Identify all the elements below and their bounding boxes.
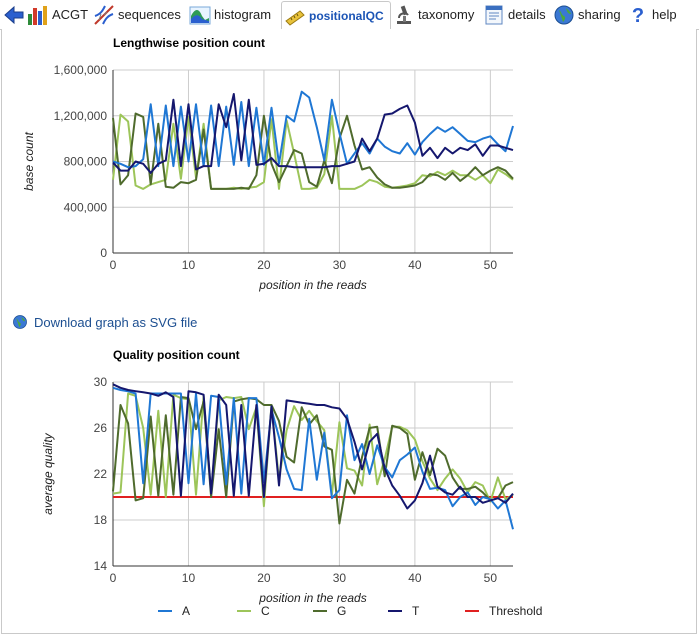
question-icon: ? <box>632 5 644 26</box>
legend-label-t: T <box>412 604 420 618</box>
series-line-t <box>112 383 514 510</box>
y-tick-label: 0 <box>100 246 107 260</box>
x-tick-label: 20 <box>257 571 271 585</box>
y-tick-label: 18 <box>94 513 108 527</box>
x-axis-label: position in the reads <box>258 278 366 292</box>
document-icon <box>485 5 503 24</box>
tab-label: sequences <box>118 7 181 22</box>
chart-title: Quality position count <box>113 348 240 362</box>
bar-chart-icon <box>28 5 47 25</box>
lengthwise-position-chart: Lengthwise position count 0 400,000 800,000… <box>22 36 514 292</box>
y-tick-label: 1,200,000 <box>54 109 108 123</box>
tab-sequences[interactable]: sequences <box>93 1 181 28</box>
x-tick-label: 10 <box>182 258 196 272</box>
legend-label-c: C <box>261 604 270 618</box>
tab-label: taxonomy <box>418 7 475 22</box>
tab-label: sharing <box>578 7 621 22</box>
x-tick-label: 50 <box>484 571 498 585</box>
download-svg-link[interactable]: Download graph as SVG file <box>12 313 197 331</box>
y-tick-label: 14 <box>94 559 108 573</box>
x-tick-label: 40 <box>408 571 422 585</box>
chart-title: Lengthwise position count <box>113 36 265 50</box>
tab-label: histogram <box>214 7 272 22</box>
tab-label: help <box>652 7 677 22</box>
series-line-a <box>112 90 514 169</box>
dna-helix-icon <box>94 4 114 25</box>
ruler-icon <box>285 10 305 26</box>
x-tick-label: 0 <box>110 571 117 585</box>
x-tick-label: 40 <box>408 258 422 272</box>
y-tick-label: 800,000 <box>64 155 108 169</box>
series-line-c <box>112 113 514 190</box>
series-line-g <box>112 396 514 525</box>
y-tick-label: 30 <box>94 375 108 389</box>
microscope-icon <box>397 5 411 24</box>
x-tick-label: 20 <box>257 258 271 272</box>
histogram-icon <box>189 6 211 24</box>
tab-taxonomy[interactable]: taxonomy <box>393 1 474 28</box>
globe-icon <box>554 5 574 24</box>
y-tick-label: 22 <box>94 467 108 481</box>
x-tick-label: 30 <box>333 571 347 585</box>
y-tick-label: 1,600,000 <box>54 63 108 77</box>
y-axis-label: average quality <box>41 432 55 514</box>
download-label: Download graph as SVG file <box>34 314 198 330</box>
x-tick-label: 30 <box>333 258 347 272</box>
legend-label-a: A <box>182 604 190 618</box>
tab-positionalqc[interactable]: positionalQC <box>281 1 391 30</box>
tab-sharing[interactable]: sharing <box>553 1 621 28</box>
tab-bar: ACGT sequences histogram positionalQC <box>0 0 699 30</box>
tab-acgt[interactable]: ACGT <box>27 1 88 28</box>
back-arrow-icon <box>4 5 24 24</box>
x-axis-label: position in the reads <box>258 591 366 605</box>
series-line-g <box>112 112 514 190</box>
y-axis-label: base count <box>22 131 36 190</box>
tab-help[interactable]: ? help <box>627 1 677 28</box>
content-panel <box>1 29 697 634</box>
y-tick-label: 400,000 <box>64 200 108 214</box>
tab-back[interactable] <box>3 1 28 28</box>
series-line-t <box>112 93 514 174</box>
tab-histogram[interactable]: histogram <box>189 1 271 28</box>
x-tick-label: 10 <box>182 571 196 585</box>
tab-label: details <box>508 7 546 22</box>
series-line-c <box>112 392 514 508</box>
x-tick-label: 0 <box>110 258 117 272</box>
tab-label: positionalQC <box>309 9 384 23</box>
tab-label: ACGT <box>52 7 89 22</box>
globe-icon <box>13 315 27 329</box>
quality-position-chart: Quality position count 14 18 22 26 30 0 10 20 30 4… <box>41 348 542 618</box>
legend-label-g: G <box>337 604 346 618</box>
y-tick-label: 26 <box>94 421 108 435</box>
x-tick-label: 50 <box>484 258 498 272</box>
svg-text:?: ? <box>632 5 644 26</box>
tab-details[interactable]: details <box>483 1 546 28</box>
legend-label-threshold: Threshold <box>489 604 542 618</box>
